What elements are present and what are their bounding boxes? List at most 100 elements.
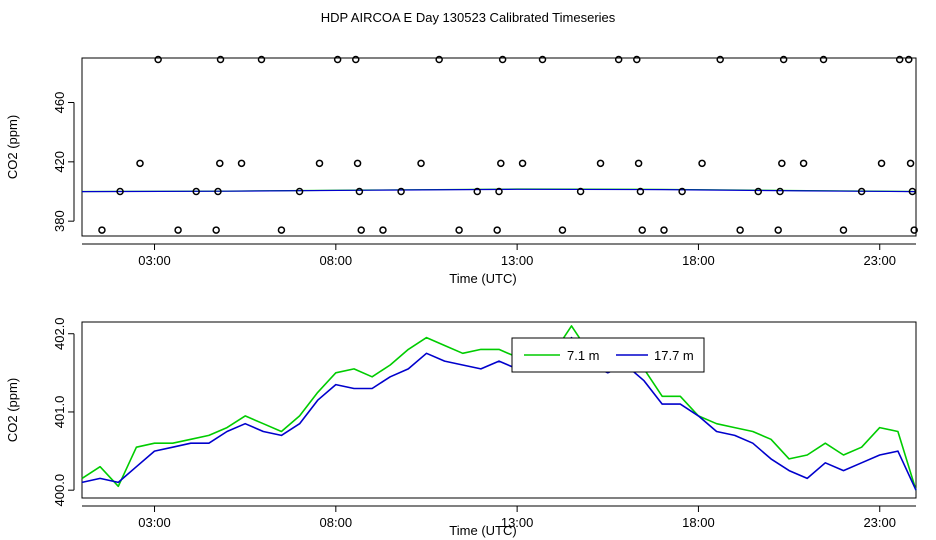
data-point [660,226,668,234]
p1-x-tick-label: 18:00 [682,253,715,268]
p2-x-tick-label: 08:00 [320,515,353,530]
data-point [819,55,828,64]
panel-bottom-y-label: CO2 (ppm) [5,378,20,442]
data-point [518,159,527,168]
p1-y-tick-label: 420 [52,151,67,173]
data-point [754,187,763,196]
p2-y-tick-label: 400.0 [52,474,67,507]
legend-label-blue: 17.7 m [654,348,694,363]
data-point [257,55,266,64]
data-point [355,187,364,196]
data-point [212,226,220,234]
data-point [315,159,324,168]
data-point [357,226,365,234]
data-point [910,226,918,234]
data-point [216,159,224,168]
panel-top-points [98,55,918,234]
data-point [634,159,643,168]
data-point [116,187,124,196]
data-point [277,226,286,234]
panel-top-lines [81,188,917,193]
data-point [473,187,481,196]
panel-top-x-ticks: 03:00 08:00 13:00 18:00 23:00 [82,243,916,268]
data-point [493,226,501,234]
data-point [498,55,507,64]
panel-bottom-x-label: Time (UTC) [449,523,516,538]
panel-bottom: 03:00 08:00 13:00 18:00 23:00 400.0 401.0 402.… [5,317,917,538]
data-point [192,187,200,196]
data-point [237,159,246,168]
p2-x-tick-label: 23:00 [863,515,896,530]
p1-x-tick-label: 23:00 [863,253,896,268]
data-point [417,159,425,168]
data-point [636,187,645,196]
p2-x-tick-label: 13:00 [501,515,534,530]
data-point [379,226,387,234]
p1-series-line-1 [81,188,917,193]
data-point [214,187,222,196]
panel-bottom-x-ticks: 03:00 08:00 13:00 18:00 23:00 [82,505,916,530]
p2-series-line-0 [81,325,917,491]
data-point [295,187,304,196]
panel-top: 03:00 08:00 13:00 18:00 23:00 380 420 460 Time… [5,55,918,286]
panel-top-y-ticks: 380 420 460 [52,92,75,232]
panel-bottom-lines [81,325,917,491]
data-point [455,226,463,234]
data-point [154,55,162,64]
data-point [497,159,505,168]
panel-top-frame [81,57,917,237]
data-point [779,55,788,64]
p1-x-tick-label: 13:00 [501,253,534,268]
data-point [333,55,342,64]
data-point [495,187,503,196]
data-point [216,55,225,64]
data-point [353,159,362,168]
p1-y-tick-label: 380 [52,210,67,232]
data-point [839,226,848,234]
p1-y-tick-label: 460 [52,92,67,114]
data-point [538,55,547,64]
data-point [799,159,808,168]
data-point [736,226,744,234]
data-point [576,187,585,196]
data-point [857,187,866,196]
data-point [614,55,623,64]
data-point [778,159,786,168]
data-point [906,159,915,168]
data-point [904,55,913,64]
p1-x-tick-label: 08:00 [320,253,353,268]
data-point [596,159,605,168]
data-point [558,226,567,234]
data-point [136,159,144,168]
data-point [397,187,405,196]
chart-title: HDP AIRCOA E Day 130523 Calibrated Times… [320,10,616,25]
p1-x-tick-label: 03:00 [138,253,171,268]
panel-bottom-y-ticks: 400.0 401.0 402.0 [52,317,75,507]
legend-box [511,337,705,373]
data-point [877,159,886,168]
data-point [716,55,724,64]
data-point [774,226,782,234]
p2-y-tick-label: 401.0 [52,396,67,429]
data-point [776,187,784,196]
panel-bottom-frame [81,321,917,499]
p2-series-line-1 [81,336,917,491]
panel-top-x-label: Time (UTC) [449,271,516,286]
data-point [352,55,360,64]
data-point [678,187,686,196]
legend-label-green: 7.1 m [567,348,600,363]
p2-x-tick-label: 03:00 [138,515,171,530]
p2-x-tick-label: 18:00 [682,515,715,530]
data-point [633,55,641,64]
data-point [435,55,443,64]
p2-y-tick-label: 402.0 [52,317,67,350]
data-point [698,159,706,168]
data-point [174,226,182,234]
data-point [895,55,904,64]
data-point [908,187,917,196]
legend: 7.1 m 17.7 m [511,337,705,373]
panel-top-y-label: CO2 (ppm) [5,115,20,179]
data-point [638,226,646,234]
data-point [98,226,106,234]
